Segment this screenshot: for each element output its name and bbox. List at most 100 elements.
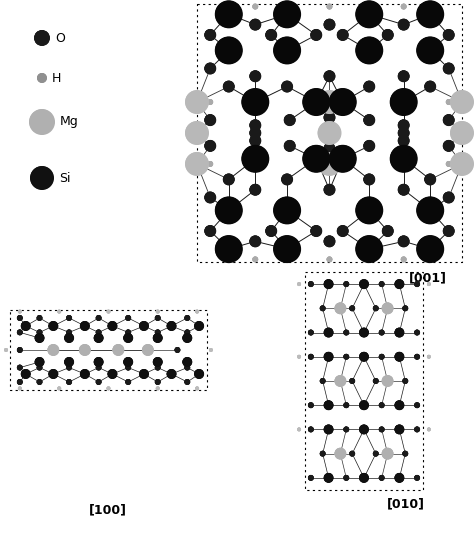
Circle shape <box>125 335 131 341</box>
Circle shape <box>418 38 442 62</box>
Circle shape <box>422 202 437 217</box>
Circle shape <box>186 153 207 174</box>
Circle shape <box>127 361 129 362</box>
Circle shape <box>379 330 384 335</box>
Circle shape <box>403 306 407 310</box>
Circle shape <box>254 101 256 103</box>
Circle shape <box>364 115 374 125</box>
Circle shape <box>344 475 349 480</box>
Circle shape <box>246 150 262 166</box>
Circle shape <box>206 64 214 72</box>
Circle shape <box>380 282 383 285</box>
Circle shape <box>310 332 311 333</box>
Circle shape <box>313 228 319 233</box>
Circle shape <box>155 335 160 340</box>
Circle shape <box>368 145 370 147</box>
Circle shape <box>21 321 30 331</box>
Circle shape <box>18 317 21 319</box>
Circle shape <box>80 321 90 331</box>
Circle shape <box>328 356 329 358</box>
Circle shape <box>186 366 188 368</box>
Circle shape <box>308 150 323 165</box>
Circle shape <box>206 30 214 39</box>
Circle shape <box>208 99 213 105</box>
Circle shape <box>328 170 331 173</box>
Circle shape <box>381 477 383 479</box>
Circle shape <box>84 349 86 351</box>
Circle shape <box>254 258 256 260</box>
Circle shape <box>325 144 334 152</box>
Circle shape <box>402 5 405 8</box>
Circle shape <box>82 371 87 376</box>
Circle shape <box>18 366 21 368</box>
Circle shape <box>444 192 453 202</box>
Circle shape <box>333 149 351 167</box>
Circle shape <box>66 316 72 320</box>
Circle shape <box>427 83 433 89</box>
Circle shape <box>344 282 348 286</box>
Circle shape <box>374 451 378 456</box>
Circle shape <box>445 116 452 123</box>
Circle shape <box>380 476 383 479</box>
Circle shape <box>443 225 454 236</box>
Circle shape <box>224 82 233 91</box>
Circle shape <box>278 240 294 256</box>
Circle shape <box>368 85 370 87</box>
Circle shape <box>366 143 372 148</box>
Circle shape <box>274 2 299 26</box>
Circle shape <box>328 117 330 118</box>
Circle shape <box>379 281 385 287</box>
Circle shape <box>66 365 72 370</box>
Circle shape <box>191 96 201 106</box>
Circle shape <box>383 303 392 313</box>
Circle shape <box>58 310 61 313</box>
Circle shape <box>383 304 391 312</box>
Circle shape <box>126 330 130 334</box>
Circle shape <box>350 451 354 456</box>
Circle shape <box>334 150 350 166</box>
Circle shape <box>383 226 392 236</box>
Circle shape <box>380 476 383 480</box>
Circle shape <box>64 334 73 342</box>
Circle shape <box>344 354 348 359</box>
Circle shape <box>155 329 161 335</box>
Circle shape <box>429 14 430 15</box>
Circle shape <box>154 358 161 366</box>
Circle shape <box>452 92 472 111</box>
Circle shape <box>184 335 190 341</box>
Circle shape <box>363 332 365 333</box>
Circle shape <box>390 145 418 173</box>
Circle shape <box>321 379 324 382</box>
Circle shape <box>337 153 347 163</box>
Circle shape <box>84 373 85 375</box>
Circle shape <box>185 121 209 145</box>
Circle shape <box>455 157 467 169</box>
Circle shape <box>416 477 418 479</box>
Circle shape <box>447 33 450 36</box>
Circle shape <box>156 380 159 383</box>
Circle shape <box>345 282 347 285</box>
Circle shape <box>351 380 353 382</box>
Circle shape <box>156 310 159 312</box>
Circle shape <box>327 330 330 334</box>
Circle shape <box>51 372 55 376</box>
Circle shape <box>39 367 40 368</box>
Circle shape <box>47 344 59 356</box>
Circle shape <box>22 370 29 377</box>
Circle shape <box>328 5 331 8</box>
Circle shape <box>329 88 356 116</box>
Circle shape <box>253 239 257 243</box>
Circle shape <box>19 387 20 389</box>
Circle shape <box>336 152 347 164</box>
Circle shape <box>402 124 404 126</box>
Circle shape <box>398 283 400 285</box>
Circle shape <box>310 429 311 430</box>
Circle shape <box>142 324 146 327</box>
Circle shape <box>125 335 130 340</box>
Circle shape <box>94 333 103 343</box>
Circle shape <box>397 403 401 407</box>
Circle shape <box>324 112 335 123</box>
Circle shape <box>252 256 258 262</box>
Circle shape <box>324 352 332 360</box>
Circle shape <box>324 143 335 154</box>
